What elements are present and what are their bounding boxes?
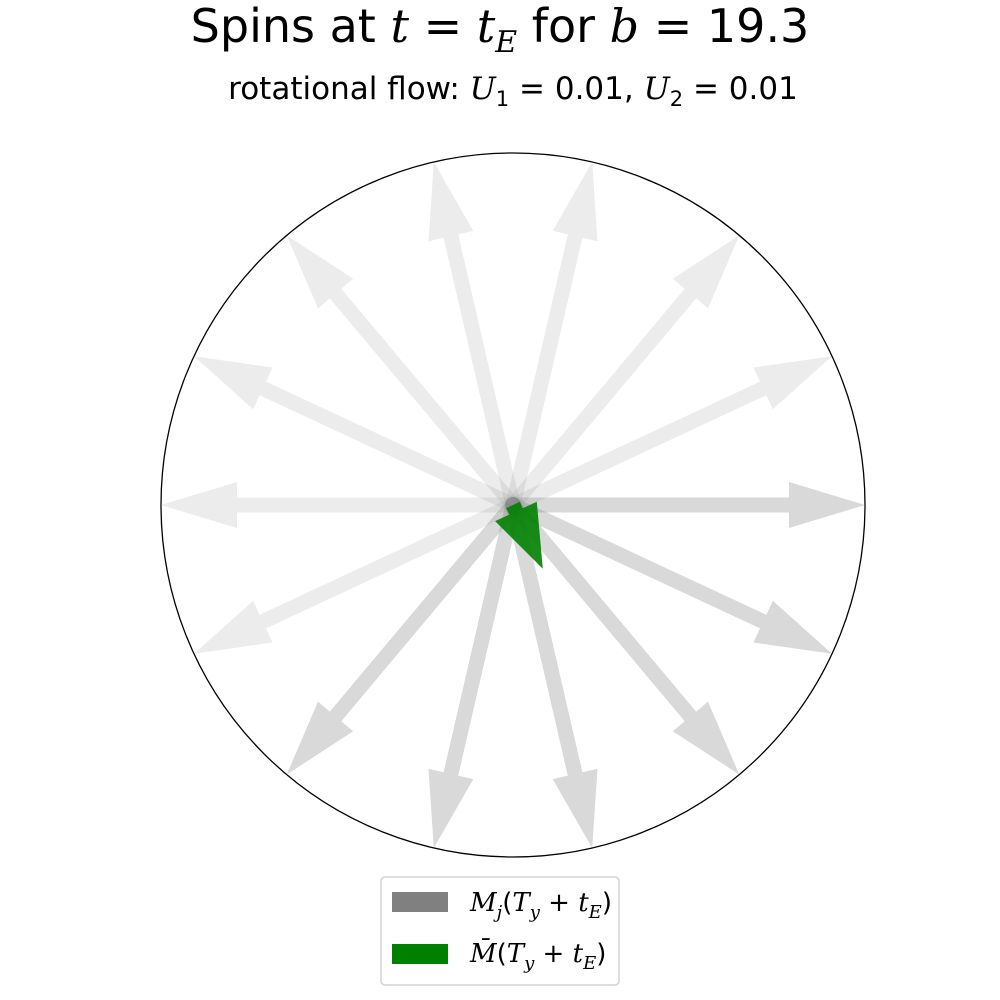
legend-swatch-spins bbox=[392, 892, 448, 912]
chart-subtitle: rotational flow: U1 = 0.01, U2 = 0.01 bbox=[228, 71, 798, 111]
spin-arrow-4 bbox=[428, 162, 521, 507]
spin-arrow-6 bbox=[194, 356, 517, 512]
spin-arrow-2 bbox=[507, 235, 740, 510]
spin-arrow-9 bbox=[286, 500, 519, 775]
legend: Mj(Ty + tE) M̄(Ty + tE) bbox=[380, 876, 620, 986]
mean-arrow-group bbox=[495, 501, 543, 569]
spin-arrow-11 bbox=[505, 503, 598, 848]
spin-arrow-3 bbox=[505, 162, 598, 507]
spin-arrow-13 bbox=[509, 498, 832, 654]
legend-swatch-mean bbox=[392, 944, 448, 964]
spin-arrow-0 bbox=[513, 482, 865, 528]
spin-arrow-12 bbox=[507, 500, 740, 775]
mean-spin-arrow bbox=[495, 501, 543, 569]
spin-arrow-5 bbox=[286, 235, 519, 510]
chart-title: Spins at t = tE for b = 19.3 bbox=[191, 0, 810, 60]
spin-arrow-10 bbox=[428, 503, 521, 848]
legend-label-spins: Mj(Ty + tE) bbox=[469, 888, 612, 923]
unit-circle bbox=[160, 152, 866, 858]
spin-arrow-7 bbox=[161, 482, 513, 528]
spin-arrows bbox=[161, 162, 865, 848]
spin-arrow-8 bbox=[194, 498, 517, 654]
legend-label-mean: M̄(Ty + tE) bbox=[469, 937, 606, 974]
spin-arrow-1 bbox=[509, 356, 832, 512]
